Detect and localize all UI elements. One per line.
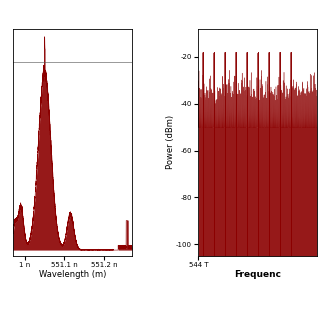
Y-axis label: Power (dBm): Power (dBm): [166, 115, 175, 170]
X-axis label: Frequenc: Frequenc: [234, 270, 281, 279]
X-axis label: Wavelength (m): Wavelength (m): [39, 270, 106, 279]
